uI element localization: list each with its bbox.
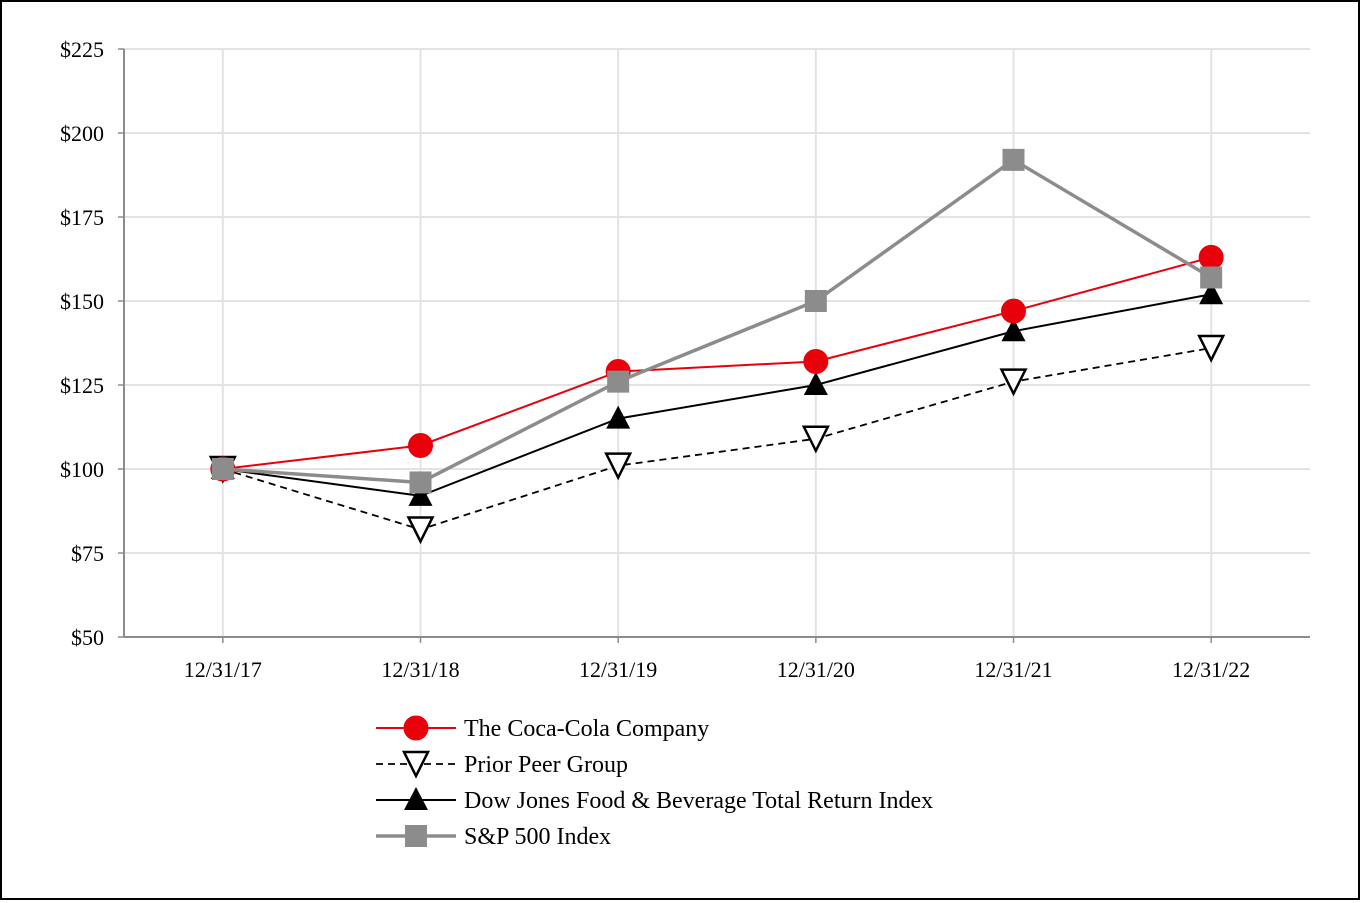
data-point-marker — [801, 425, 830, 454]
legend-entry: The Coca-Cola Company — [376, 715, 709, 742]
data-point-marker — [604, 452, 633, 481]
y-tick-label: $175 — [60, 205, 104, 230]
series-group — [208, 148, 1226, 545]
x-tick-label: 12/31/20 — [777, 657, 855, 682]
y-tick-label: $200 — [60, 121, 104, 146]
legend-entry: S&P 500 Index — [376, 824, 611, 850]
legend-marker — [403, 715, 429, 741]
legend-marker — [404, 787, 428, 810]
data-point-marker — [408, 482, 433, 506]
data-point-marker — [999, 368, 1028, 397]
series-3 — [211, 148, 1223, 494]
data-point-marker — [409, 471, 432, 494]
x-tick-label: 12/31/21 — [974, 657, 1052, 682]
legend-label: Prior Peer Group — [464, 752, 628, 778]
data-point-marker — [1001, 298, 1026, 324]
data-point-marker — [1199, 281, 1224, 305]
series-line — [222, 293, 1212, 497]
data-point-marker — [1197, 334, 1226, 363]
x-tick-label: 12/31/19 — [579, 657, 657, 682]
legend-entry: Dow Jones Food & Beverage Total Return I… — [376, 787, 933, 814]
legend-marker — [405, 825, 427, 847]
legend-label: Dow Jones Food & Beverage Total Return I… — [464, 788, 933, 814]
data-point-marker — [1200, 266, 1223, 289]
data-point-marker — [406, 516, 435, 545]
legend-marker — [401, 750, 431, 779]
data-point-marker — [1001, 318, 1026, 342]
y-tick-label: $50 — [71, 625, 104, 650]
data-point-marker — [607, 370, 630, 393]
y-tick-label: $75 — [71, 541, 104, 566]
x-tick-label: 12/31/22 — [1172, 657, 1250, 682]
legend-label: S&P 500 Index — [464, 824, 611, 850]
series-line — [222, 347, 1212, 531]
series-line — [222, 256, 1212, 470]
legend: The Coca-Cola Company Prior Peer Group Dow… — [376, 715, 933, 850]
data-point-marker — [408, 432, 433, 458]
data-point-marker — [606, 405, 631, 429]
data-point-marker — [803, 348, 829, 374]
data-point-marker — [211, 458, 234, 480]
legend-label: The Coca-Cola Company — [464, 716, 709, 742]
y-axis-ticks: $50 $75 $100 $125 $150 $175 $200 $225 — [60, 37, 124, 650]
y-tick-label: $225 — [60, 37, 104, 62]
y-tick-label: $100 — [60, 457, 104, 482]
axes — [123, 49, 1310, 638]
data-point-marker — [803, 372, 828, 395]
x-tick-label: 12/31/18 — [381, 657, 459, 682]
x-tick-label: 12/31/17 — [184, 657, 262, 682]
x-axis-ticks: 12/31/17 12/31/18 12/31/19 12/31/20 12/31/21… — [184, 637, 1250, 682]
legend-entry: Prior Peer Group — [376, 750, 628, 779]
series-2 — [210, 281, 1224, 506]
y-tick-label: $125 — [60, 373, 104, 398]
series-0 — [210, 244, 1224, 482]
data-point-marker — [804, 290, 827, 312]
series-line — [222, 157, 1213, 485]
data-point-marker — [1198, 244, 1224, 270]
data-point-marker — [1002, 148, 1025, 171]
y-tick-label: $150 — [60, 289, 104, 314]
